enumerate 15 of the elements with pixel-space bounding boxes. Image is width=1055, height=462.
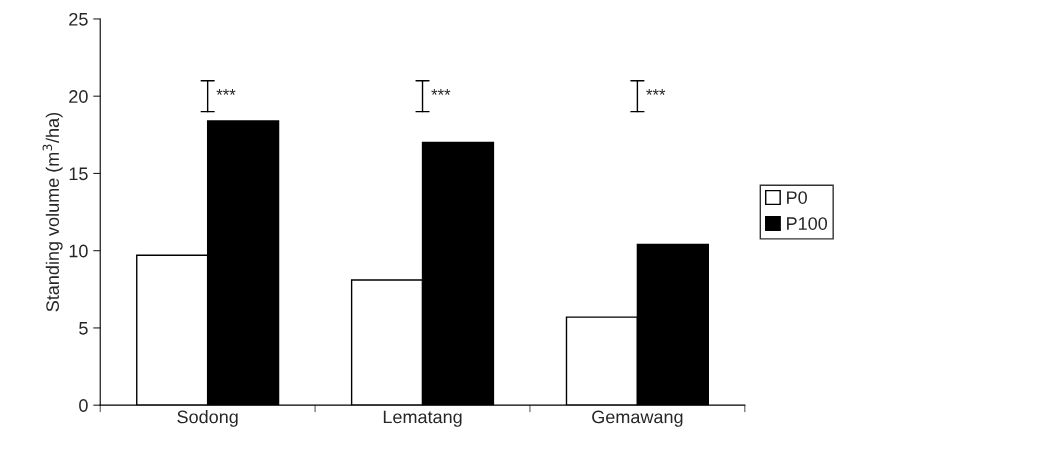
y-tick-label: 10 (69, 244, 88, 258)
y-tick-label: 15 (69, 167, 88, 181)
y-tick-label: 5 (79, 322, 88, 335)
x-tick-label: Lematang (383, 410, 462, 427)
x-tick-label: Sodong (177, 410, 238, 427)
annotation: *** (216, 89, 236, 95)
legend-label: P0 (787, 191, 807, 204)
annotation: *** (431, 89, 451, 95)
y-axis-title: Standing volume (m$^{3}$/ha) (42, 113, 63, 312)
annotation: *** (646, 89, 666, 95)
y-tick-label: 0 (79, 399, 88, 412)
y-tick-label: 25 (69, 12, 88, 26)
x-tick-label: Gemawang (592, 410, 683, 427)
legend-label: P100 (787, 217, 828, 230)
y-tick-label: 20 (69, 90, 88, 103)
